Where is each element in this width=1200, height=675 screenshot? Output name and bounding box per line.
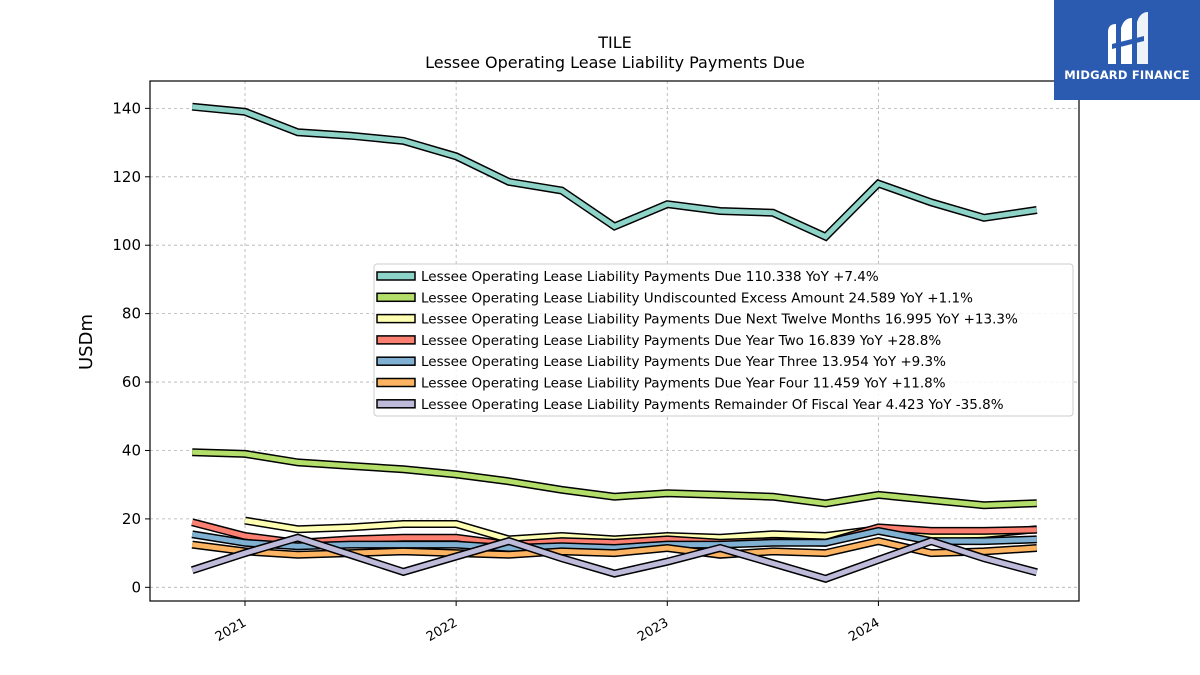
legend-label: Lessee Operating Lease Liability Undisco… <box>421 290 973 306</box>
series-stroke <box>191 104 1038 240</box>
series-line-2 <box>192 448 1037 510</box>
y-tick-label: 80 <box>122 305 141 323</box>
y-tick-label: 140 <box>112 99 141 117</box>
y-tick-label: 0 <box>131 578 141 596</box>
series-stroke <box>191 538 1037 558</box>
legend-box <box>373 263 1074 417</box>
y-tick-label: 60 <box>122 373 141 391</box>
series-outline <box>191 102 1038 242</box>
series-stroke <box>192 449 1037 508</box>
legend-label: Lessee Operating Lease Liability Payment… <box>421 269 879 285</box>
legend-swatch <box>376 313 416 324</box>
chart-subtitle: Lessee Operating Lease Liability Payment… <box>425 53 805 72</box>
legend-swatch <box>376 292 416 303</box>
y-tick-label: 120 <box>112 168 141 186</box>
legend-swatch <box>376 399 416 409</box>
y-axis: 0 20 40 60 80 100 120 140 <box>112 99 150 596</box>
series-line-4 <box>191 518 1037 549</box>
series-lines <box>190 102 1038 584</box>
legend-label: Lessee Operating Lease Liability Payment… <box>421 354 946 370</box>
x-tick-label: 2021 <box>213 615 249 645</box>
series-line-7 <box>190 533 1038 584</box>
series-stroke <box>191 519 1037 548</box>
legend-label: Lessee Operating Lease Liability Payment… <box>421 376 946 392</box>
legend-label: Lessee Operating Lease Liability Payment… <box>421 333 941 349</box>
x-tick-label: 2023 <box>635 615 671 645</box>
legend-swatch <box>376 356 416 366</box>
plot-frame <box>149 80 1080 602</box>
chart-title: TILE <box>597 33 632 52</box>
legend-label: Lessee Operating Lease Liability Payment… <box>421 397 1004 413</box>
x-tick-label: 2022 <box>424 615 460 645</box>
midgard-finance-logo: MIDGARD FINANCE <box>1054 0 1200 100</box>
y-axis-label: USDm <box>76 314 97 370</box>
x-axis: 2021 2022 2023 2024 <box>213 601 882 645</box>
series-stroke <box>191 535 1038 582</box>
legend-label: Lessee Operating Lease Liability Payment… <box>421 312 1018 328</box>
x-tick-label: 2024 <box>846 615 882 645</box>
y-tick-label: 100 <box>112 236 141 254</box>
y-tick-label: 40 <box>122 441 141 459</box>
legend-swatch <box>376 377 416 388</box>
legend-swatch <box>376 271 416 281</box>
series-line-6 <box>191 536 1038 559</box>
legend: Lessee Operating Lease Liability Payment… <box>373 263 1074 417</box>
midgard-logo-icon <box>1108 12 1148 64</box>
logo-text: MIDGARD FINANCE <box>1064 68 1190 82</box>
series-line-1 <box>191 102 1038 242</box>
y-tick-label: 20 <box>122 510 141 528</box>
legend-swatch <box>376 335 416 345</box>
